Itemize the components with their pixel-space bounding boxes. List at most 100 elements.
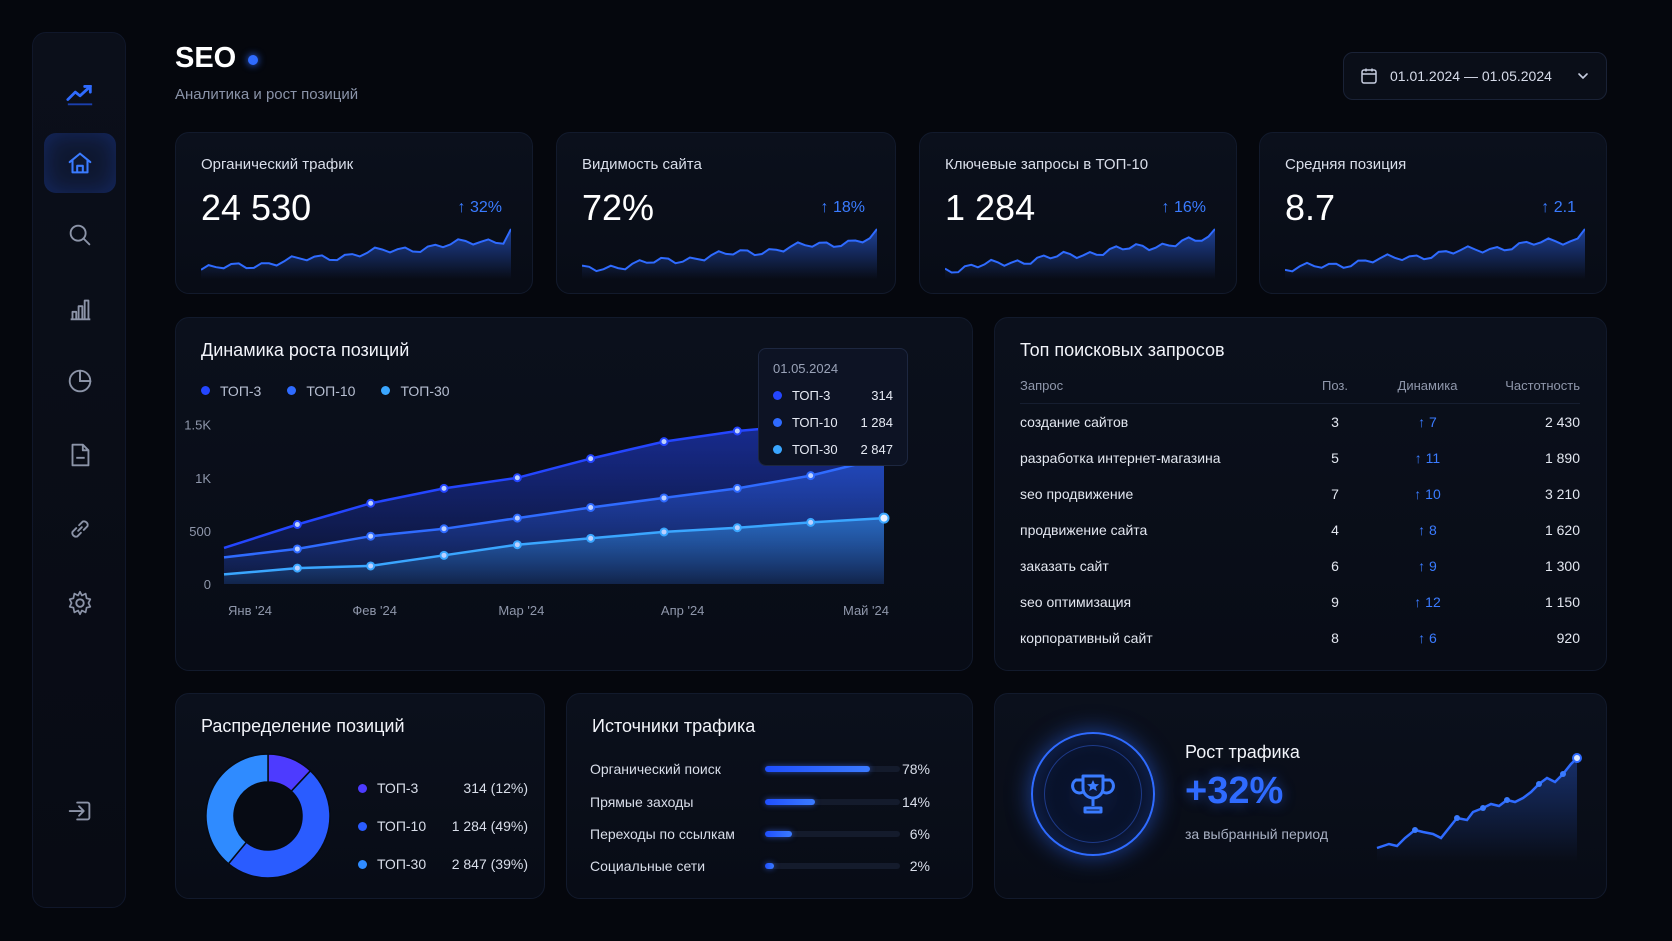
donut-hole xyxy=(234,782,302,850)
kpi-card-avg-position[interactable]: Средняя позиция 8.7 ↑ 2.1 xyxy=(1259,132,1607,294)
sparkline-area xyxy=(945,229,1215,279)
sparkline-line xyxy=(582,228,877,273)
data-point xyxy=(659,493,669,503)
logo-trend-icon[interactable] xyxy=(44,63,116,123)
legend-item-top30[interactable]: ТОП-30 xyxy=(381,383,450,399)
tooltip-date: 01.05.2024 xyxy=(773,361,839,376)
data-point xyxy=(586,503,596,512)
trophy-icon xyxy=(1071,774,1115,814)
nav-documents[interactable] xyxy=(44,425,116,485)
data-point xyxy=(366,531,376,541)
col-query[interactable]: Запрос xyxy=(1020,378,1300,404)
query-frequency: 1 150 xyxy=(1544,593,1580,610)
arrow-up-icon: ↑ xyxy=(820,199,833,216)
table-row[interactable]: заказать сайт 6 ↑ 9 1 300 xyxy=(1020,548,1580,584)
distribution-item: ТОП-10 1 284 (49%) xyxy=(358,807,528,845)
nav-logout[interactable] xyxy=(44,781,116,841)
query-position: 6 xyxy=(1331,557,1339,574)
data-point xyxy=(292,544,302,554)
growth-subtitle: за выбранный период xyxy=(1185,826,1329,842)
query-position: 8 xyxy=(1331,629,1339,646)
query-frequency: 2 430 xyxy=(1544,413,1580,430)
source-row: Органический поиск 78% xyxy=(590,761,930,777)
traffic-sources-card: Источники трафика Органический поиск 78% … xyxy=(566,693,973,899)
logout-icon xyxy=(68,801,91,821)
card-title: Источники трафика xyxy=(592,716,756,736)
distribution-donut-chart[interactable] xyxy=(198,746,338,886)
kpi-card-organic-traffic[interactable]: Органический трафик 24 530 ↑ 32% xyxy=(175,132,533,294)
data-point xyxy=(366,498,376,508)
arrow-up-icon: ↑ xyxy=(1161,199,1174,216)
query-dynamics: ↑ 11 xyxy=(1414,449,1441,466)
data-point xyxy=(439,550,449,560)
growth-sparkline xyxy=(1376,753,1582,862)
data-point xyxy=(659,437,669,447)
growth-chart[interactable]: 1.5K 1K 500 0 Янв '24 Фев '24 Мар '24 Апр '24 Ма… xyxy=(176,318,974,672)
date-range-picker[interactable]: 01.01.2024 — 01.05.2024 xyxy=(1343,52,1607,100)
data-point xyxy=(732,523,742,533)
kpi-delta: ↑ 18% xyxy=(820,199,865,216)
sidebar xyxy=(32,32,126,908)
source-row: Переходы по ссылкам 6% xyxy=(590,826,930,842)
table-row[interactable]: seo продвижение 7 ↑ 10 3 210 xyxy=(1020,476,1580,512)
top-queries-card: Топ поисковых запросов Запрос Поз. Динам… xyxy=(994,317,1607,671)
kpi-card-visibility[interactable]: Видимость сайта 72% ↑ 18% xyxy=(556,132,896,294)
table-row[interactable]: продвижение сайта 4 ↑ 8 1 620 xyxy=(1020,512,1580,548)
kpi-card-top10-keywords[interactable]: Ключевые запросы в ТОП-10 1 284 ↑ 16% xyxy=(919,132,1237,294)
source-row: Социальные сети 2% xyxy=(590,858,930,874)
card-title: Динамика роста позиций xyxy=(201,340,410,360)
table-row[interactable]: создание сайтов 3 ↑ 7 2 430 xyxy=(1020,404,1580,440)
home-icon xyxy=(68,152,92,174)
data-point xyxy=(878,512,890,524)
arrow-up-icon: ↑ xyxy=(457,199,470,216)
nav-analytics[interactable] xyxy=(44,351,116,411)
col-position[interactable]: Поз. xyxy=(1300,378,1370,404)
status-dot xyxy=(248,55,258,65)
y-tick-label: 1K xyxy=(195,471,211,486)
table-row[interactable]: разработка интернет-магазина 5 ↑ 11 1 890 xyxy=(1020,440,1580,476)
nav-home[interactable] xyxy=(44,133,116,193)
card-title: Топ поисковых запросов xyxy=(1020,340,1225,360)
table-row[interactable]: seo оптимизация 9 ↑ 12 1 150 xyxy=(1020,584,1580,620)
sparkline-line xyxy=(945,228,1215,274)
query-frequency: 3 210 xyxy=(1544,485,1580,502)
pie-chart-icon xyxy=(68,369,92,393)
kpi-label: Средняя позиция xyxy=(1285,156,1407,173)
query-frequency: 1 890 xyxy=(1544,449,1580,466)
data-point xyxy=(512,473,522,483)
query-position: 5 xyxy=(1331,449,1339,466)
data-point xyxy=(512,540,522,550)
x-tick-label: Апр '24 xyxy=(661,603,705,618)
col-dynamics[interactable]: Динамика xyxy=(1370,378,1485,404)
legend-item-top3[interactable]: ТОП-3 xyxy=(201,383,261,399)
y-tick-label: 0 xyxy=(204,577,211,592)
nav-links[interactable] xyxy=(44,499,116,559)
query-dynamics: ↑ 9 xyxy=(1418,557,1437,574)
progress-bar-fill xyxy=(765,766,871,772)
kpi-sparkline xyxy=(582,228,877,279)
date-range-value: 01.01.2024 — 01.05.2024 xyxy=(1390,68,1552,84)
query-text: продвижение сайта xyxy=(1020,521,1148,538)
data-point xyxy=(292,563,302,573)
query-position: 7 xyxy=(1331,485,1339,502)
legend-item-top10[interactable]: ТОП-10 xyxy=(287,383,355,399)
page-title: SEO xyxy=(175,42,237,74)
arrow-up-icon: ↑ xyxy=(1418,557,1430,574)
col-frequency[interactable]: Частотность xyxy=(1485,378,1580,404)
table-row[interactable]: корпоративный сайт 8 ↑ 6 920 xyxy=(1020,620,1580,656)
settings-icon xyxy=(68,590,92,616)
data-point xyxy=(439,524,449,534)
nav-settings[interactable] xyxy=(44,573,116,633)
distribution-legend: ТОП-3 314 (12%) ТОП-10 1 284 (49%) ТОП-30 2… xyxy=(358,769,528,883)
data-point xyxy=(586,533,596,543)
series-line xyxy=(223,456,885,559)
sparkline-area xyxy=(201,229,511,279)
link-icon xyxy=(71,520,89,538)
nav-search[interactable] xyxy=(44,205,116,265)
kpi-sparkline xyxy=(1285,228,1585,279)
sparkline-area xyxy=(582,229,877,279)
query-dynamics: ↑ 6 xyxy=(1418,629,1437,646)
nav-reports[interactable] xyxy=(44,279,116,339)
tooltip-row: ТОП-30 2 847 xyxy=(773,442,893,457)
kpi-value: 1 284 xyxy=(945,187,1036,228)
